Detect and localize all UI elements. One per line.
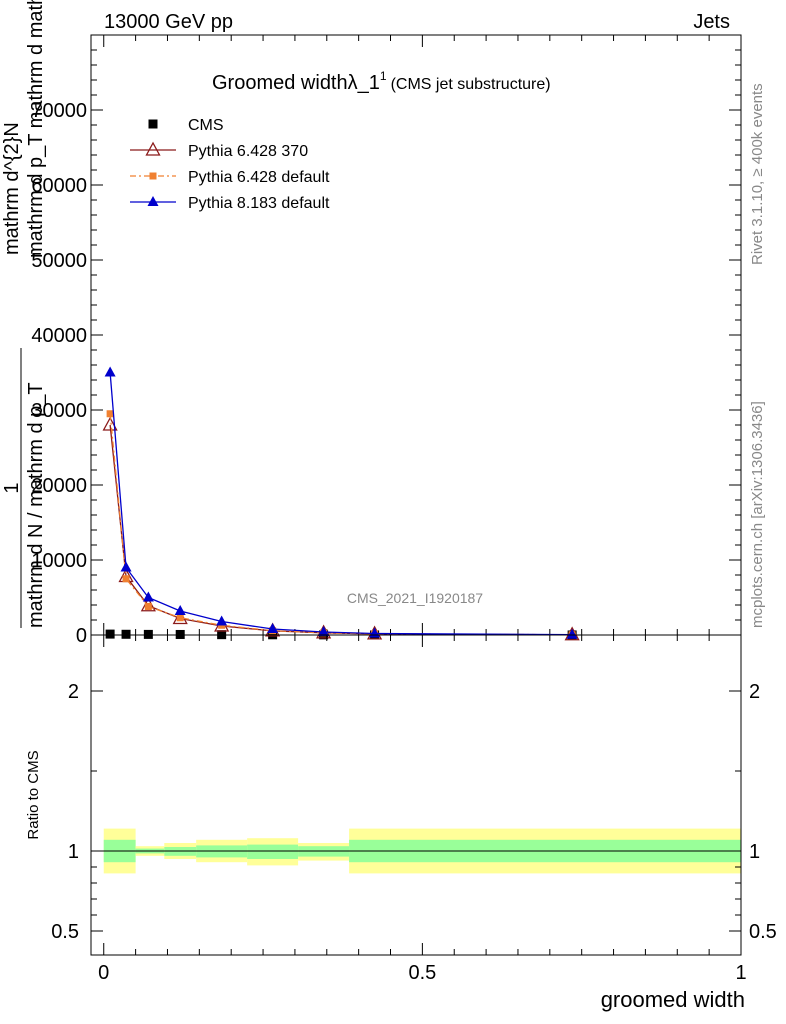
x-tick-label: 1: [735, 962, 746, 984]
y-label-fraction-top: 1: [1, 482, 23, 493]
y-label-line1: mathrm d^{2}N: [1, 122, 23, 255]
ratio-plot: 0.5 0.51 12 2 0 0.5 1: [51, 634, 777, 984]
ratio-y-tick-label-right: 0.5: [749, 921, 777, 943]
mcplots-label: mcplots.cern.ch [arXiv:1306.3436]: [749, 401, 766, 628]
legend-entry: CMS: [148, 117, 224, 134]
legend-marker: [149, 172, 157, 180]
main-series: [102, 366, 580, 641]
legend-label: Pythia 6.428 default: [188, 169, 330, 186]
chart-title: Groomed widthλ_11 (CMS jet substructure): [212, 69, 551, 94]
data-point: [566, 628, 578, 639]
main-x-ticks: [103, 35, 742, 635]
data-point: [120, 561, 132, 572]
data-point: [102, 416, 118, 431]
main-y-tick-label: 40000: [31, 325, 87, 347]
data-point: [175, 629, 185, 639]
legend-marker: [148, 119, 158, 129]
series-line: [109, 413, 573, 636]
main-y-tick-label: 70000: [31, 100, 87, 122]
main-y-ticks: 0 10000 20000 30000 40000 50000 60000 70000: [31, 34, 741, 647]
series-1: [102, 416, 580, 641]
data-point: [143, 629, 153, 639]
main-y-axis-label: 1 mathrm d N / mathrm d p_T mathrm d^{2}…: [1, 0, 47, 628]
analysis-watermark: CMS_2021_I1920187: [347, 590, 483, 606]
main-y-tick-label: 50000: [31, 250, 87, 272]
data-point: [142, 591, 154, 602]
legend-label: CMS: [188, 117, 224, 134]
series-3: [104, 366, 578, 639]
series-line: [109, 372, 573, 636]
data-point: [105, 629, 115, 639]
data-point: [216, 615, 228, 626]
data-point: [318, 626, 330, 636]
chart-title-sup: 1: [380, 69, 387, 83]
ratio-y-tick-label: 0.5: [51, 921, 79, 943]
series-line: [109, 424, 573, 636]
main-y-tick-label: 60000: [31, 175, 87, 197]
main-y-tick-label: 10000: [31, 550, 87, 572]
data-point: [122, 575, 130, 583]
x-axis-label: groomed width: [601, 987, 745, 1012]
x-tick-label: 0.5: [408, 962, 436, 984]
data-point: [267, 623, 279, 633]
ratio-x-ticks: 0 0.5 1: [98, 635, 747, 984]
main-y-tick-label: 30000: [31, 400, 87, 422]
data-point: [106, 410, 114, 418]
legend-entry: Pythia 8.183 default: [130, 195, 330, 212]
legend: CMS Pythia 6.428 370 Pythia 6.428 default P…: [130, 117, 330, 212]
legend-label: Pythia 8.183 default: [188, 195, 330, 212]
rivet-version-label: Rivet 3.1.10, ≥ 400k events: [749, 83, 766, 265]
data-point: [104, 366, 116, 377]
data-point: [174, 605, 186, 615]
legend-entry: Pythia 6.428 370: [130, 141, 308, 160]
ratio-y-axis-label: Ratio to CMS: [25, 750, 42, 839]
data-point: [176, 614, 184, 622]
main-y-tick-label: 20000: [31, 475, 87, 497]
ratio-y-tick-label: 2: [68, 681, 79, 703]
x-tick-label: 0: [98, 962, 109, 984]
legend-label: Pythia 6.428 370: [188, 143, 308, 160]
ratio-plot-frame: [90, 634, 742, 956]
ratio-y-tick-label-right: 1: [749, 841, 760, 863]
chart-title-main: Groomed widthλ_1: [212, 72, 380, 94]
ratio-y-tick-label-right: 2: [749, 681, 760, 703]
data-point: [144, 603, 152, 610]
legend-marker: [145, 141, 161, 156]
ratio-y-ticks: 0.5 0.5 1 1 2 2: [51, 681, 777, 943]
main-y-tick-label: 0: [76, 625, 87, 647]
main-plot: 0 10000 20000 30000 40000 50000 60000 70000 Gro…: [31, 34, 742, 647]
y-label-fraction-bottom: mathrm d N / mathrm d p_T: [25, 382, 47, 628]
data-point: [121, 629, 131, 639]
chart-subtitle: (CMS jet substructure): [391, 76, 551, 93]
header-left-label: 13000 GeV pp: [104, 11, 233, 33]
ratio-inner-band: [247, 844, 299, 859]
legend-marker: [147, 196, 159, 206]
legend-entry: Pythia 6.428 default: [130, 169, 330, 186]
header-right-label: Jets: [693, 11, 730, 33]
ratio-y-tick-label: 1: [68, 841, 79, 863]
series-2: [106, 410, 576, 639]
y-label-line2: mathrm d p_T mathrm d mathrm d lambda: [25, 0, 47, 258]
